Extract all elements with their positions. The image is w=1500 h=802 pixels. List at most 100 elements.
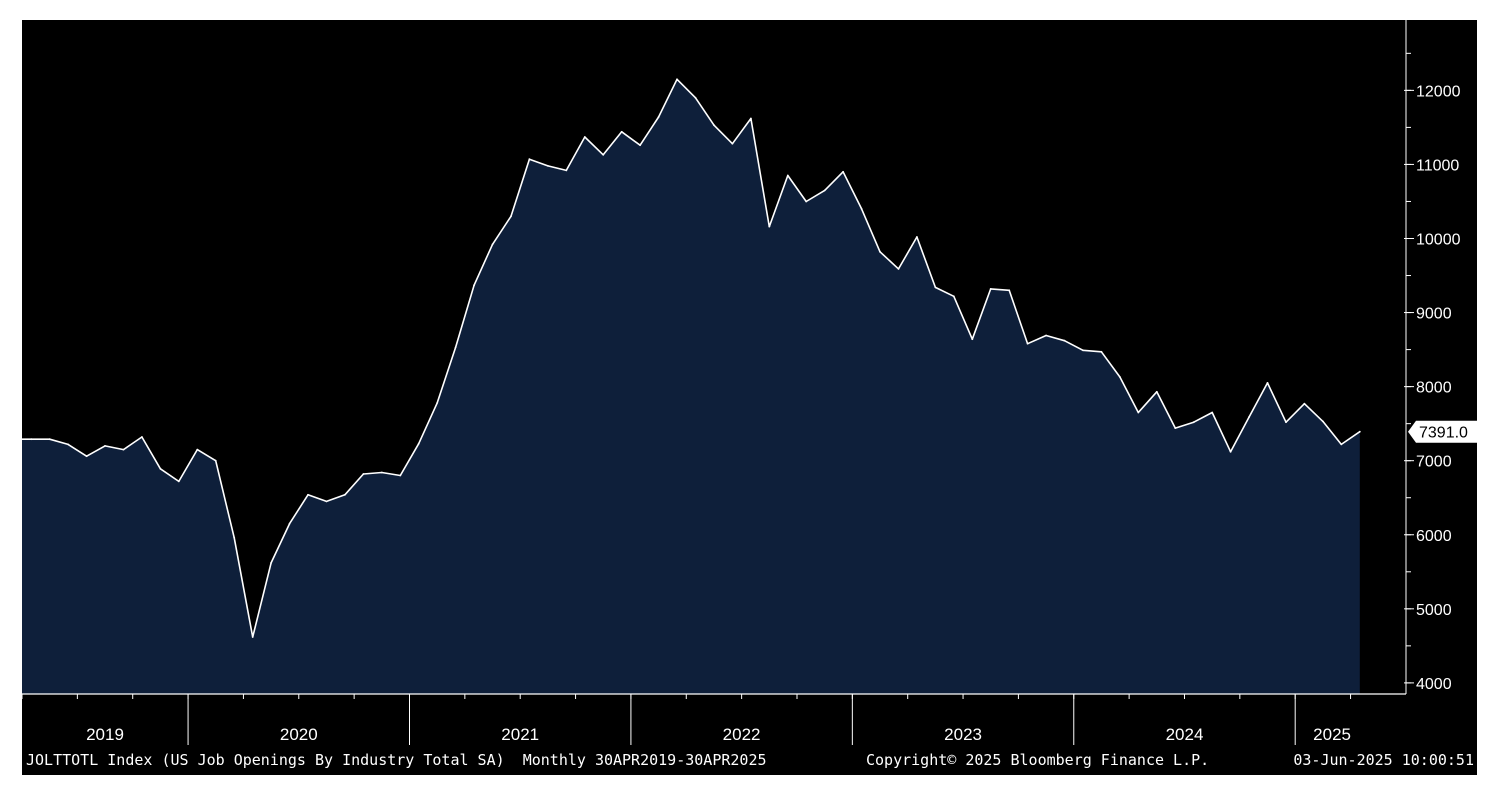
data-point bbox=[786, 174, 789, 177]
data-point bbox=[344, 493, 346, 496]
data-point bbox=[842, 170, 844, 173]
data-point bbox=[657, 116, 660, 118]
data-point bbox=[48, 438, 51, 441]
data-point bbox=[307, 493, 309, 496]
data-point bbox=[380, 471, 383, 474]
y-axis: 4000 5000 6000 7000 8000 9000 10000 11000 12000 bbox=[1404, 20, 1461, 694]
data-point bbox=[1229, 450, 1232, 453]
data-point bbox=[583, 136, 586, 138]
x-tick-label: 2022 bbox=[723, 725, 761, 744]
data-point bbox=[1137, 411, 1140, 414]
last-value-marker: 7391.0 bbox=[1408, 420, 1478, 443]
data-point bbox=[1008, 289, 1011, 292]
data-point bbox=[288, 522, 291, 525]
data-point bbox=[805, 200, 808, 203]
data-point bbox=[177, 480, 180, 483]
y-tick-label: 11000 bbox=[1416, 157, 1459, 174]
x-tick-label: 2020 bbox=[280, 725, 318, 744]
y-tick-label: 9000 bbox=[1416, 306, 1452, 323]
data-point bbox=[1248, 416, 1250, 418]
last-value-box bbox=[1408, 420, 1478, 443]
data-point bbox=[639, 144, 641, 147]
data-point bbox=[565, 169, 568, 172]
data-point bbox=[1100, 350, 1103, 353]
data-point bbox=[473, 284, 475, 287]
last-value-label: 7391.0 bbox=[1419, 425, 1468, 442]
data-point bbox=[399, 474, 402, 477]
data-point bbox=[362, 473, 365, 475]
data-point bbox=[159, 467, 162, 470]
y-tick-label: 7000 bbox=[1416, 454, 1452, 471]
data-point bbox=[897, 268, 900, 270]
data-point bbox=[620, 130, 623, 133]
ticker-description: JOLTTOTL Index (US Job Openings By Indus… bbox=[26, 751, 767, 769]
data-point bbox=[1119, 376, 1121, 378]
x-axis: 2019 2020 2021 2022 2023 2024 2025 bbox=[21, 693, 1406, 745]
data-point bbox=[602, 153, 605, 156]
data-point bbox=[768, 225, 771, 228]
data-point bbox=[823, 189, 826, 192]
data-point bbox=[1045, 334, 1047, 337]
data-point bbox=[879, 250, 881, 253]
data-point bbox=[1340, 443, 1343, 446]
data-point bbox=[1026, 342, 1029, 345]
data-point bbox=[251, 636, 254, 638]
data-point bbox=[1358, 430, 1361, 433]
data-point bbox=[104, 445, 106, 447]
series-line bbox=[22, 78, 1361, 638]
data-point bbox=[510, 215, 512, 218]
data-point bbox=[1192, 421, 1195, 424]
data-point bbox=[141, 436, 143, 438]
data-point bbox=[1211, 411, 1214, 414]
data-point bbox=[1155, 390, 1158, 393]
data-point bbox=[1266, 382, 1269, 384]
data-point bbox=[196, 448, 199, 451]
data-point bbox=[750, 117, 752, 120]
data-point bbox=[971, 338, 974, 341]
timestamp-text: 03-Jun-2025 10:00:51 bbox=[1293, 751, 1474, 769]
data-point bbox=[214, 459, 217, 462]
data-point bbox=[454, 346, 457, 349]
x-tick-label: 2023 bbox=[944, 725, 982, 744]
data-point bbox=[325, 500, 328, 503]
data-point bbox=[547, 165, 549, 167]
data-point bbox=[491, 243, 494, 246]
data-point bbox=[731, 142, 734, 145]
data-point bbox=[713, 124, 715, 127]
data-point bbox=[916, 236, 918, 238]
data-point bbox=[694, 96, 697, 99]
y-tick-label: 10000 bbox=[1416, 231, 1461, 248]
x-tick-label: 2019 bbox=[86, 725, 124, 744]
data-point bbox=[436, 402, 439, 404]
series-area bbox=[22, 79, 1360, 695]
data-point bbox=[85, 455, 88, 458]
data-point bbox=[989, 288, 992, 290]
x-tick-label: 2021 bbox=[501, 725, 539, 744]
data-point bbox=[122, 448, 125, 451]
y-tick-label: 6000 bbox=[1416, 528, 1452, 545]
data-point bbox=[1303, 402, 1306, 405]
data-point bbox=[528, 158, 531, 161]
data-point bbox=[676, 78, 678, 81]
y-tick-label: 8000 bbox=[1416, 380, 1452, 397]
data-point bbox=[1174, 427, 1177, 429]
footer: JOLTTOTL Index (US Job Openings By Indus… bbox=[26, 751, 1474, 769]
y-tick-label: 12000 bbox=[1416, 83, 1461, 100]
copyright-text: Copyright© 2025 Bloomberg Finance L.P. bbox=[866, 751, 1209, 769]
y-tick-label: 4000 bbox=[1416, 676, 1452, 693]
data-point bbox=[1322, 420, 1324, 423]
data-point bbox=[1082, 349, 1084, 352]
data-point bbox=[1285, 421, 1287, 424]
data-point bbox=[233, 536, 236, 539]
x-tick-label: 2025 bbox=[1313, 725, 1351, 744]
data-point bbox=[270, 562, 272, 564]
data-point bbox=[934, 286, 937, 289]
data-point bbox=[1063, 339, 1066, 342]
x-tick-label: 2024 bbox=[1166, 725, 1204, 744]
data-point bbox=[417, 442, 420, 445]
data-point bbox=[952, 295, 955, 298]
y-tick-label: 5000 bbox=[1416, 602, 1452, 619]
data-point bbox=[860, 208, 863, 210]
plot-area bbox=[22, 78, 1361, 695]
